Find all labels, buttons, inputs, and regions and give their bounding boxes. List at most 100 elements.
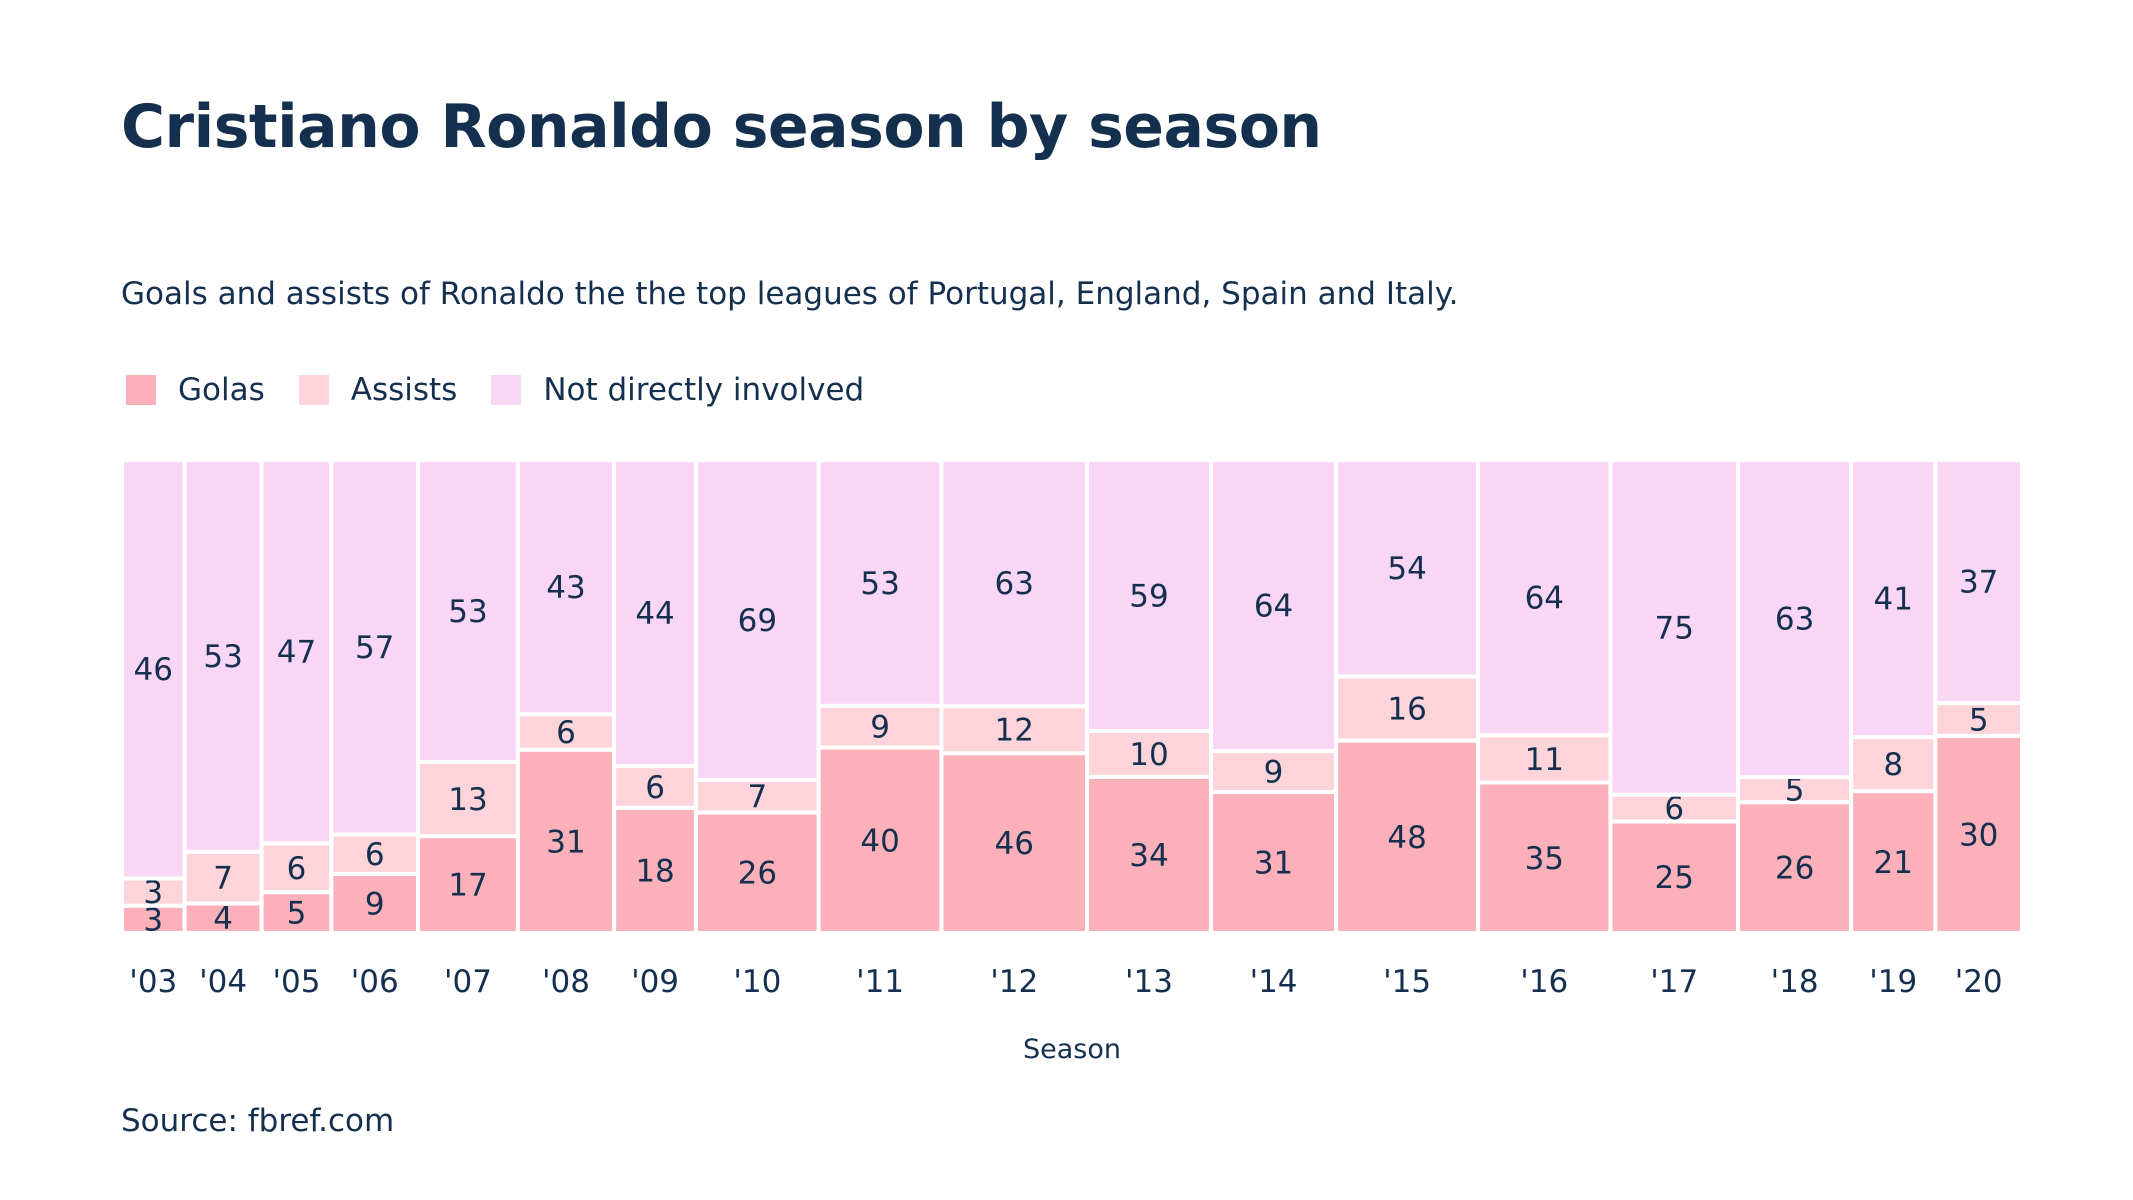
data-label-assists: 5 (1785, 773, 1805, 809)
x-tick-label: '08 (542, 964, 590, 1000)
x-tick-label: '09 (631, 964, 679, 1000)
data-label-not-involved: 75 (1655, 610, 1694, 646)
chart-subtitle: Goals and assists of Ronaldo the the top… (121, 276, 1459, 312)
x-axis-label: Season (1023, 1034, 1121, 1065)
x-tick-label: '10 (733, 964, 781, 1000)
x-tick-label: '07 (444, 964, 492, 1000)
data-label-not-involved: 41 (1874, 582, 1913, 618)
bar-segment-goals (1208, 790, 1339, 936)
data-label-assists: 13 (448, 782, 487, 818)
bar-segment-goals (1085, 774, 1213, 935)
data-label-not-involved: 64 (1525, 581, 1564, 617)
data-label-goals: 35 (1525, 841, 1564, 877)
data-label-not-involved: 44 (635, 596, 674, 632)
bar-segment-not-involved (939, 458, 1090, 709)
bar-segment-not-involved (1476, 458, 1613, 738)
bar-segment-assists (1849, 735, 1938, 794)
data-label-assists: 6 (556, 715, 576, 751)
bar-segment-goals (1608, 819, 1741, 936)
data-label-goals: 9 (365, 886, 385, 922)
data-label-assists: 6 (365, 837, 385, 873)
bar-segment-not-involved (1334, 458, 1481, 679)
data-label-goals: 34 (1129, 838, 1168, 874)
bar-segment-not-involved (1849, 458, 1938, 740)
data-label-not-involved: 63 (995, 566, 1034, 602)
data-label-assists: 10 (1129, 737, 1168, 773)
x-tick-label: '13 (1125, 964, 1173, 1000)
bar-segment-goals (1334, 738, 1481, 935)
bar-segment-assists (1085, 728, 1213, 779)
data-label-not-involved: 57 (355, 630, 394, 666)
data-label-not-involved: 63 (1775, 602, 1814, 638)
bar-segment-not-involved (1736, 458, 1854, 780)
data-label-goals: 5 (287, 896, 307, 932)
legend-swatch-goals (126, 375, 156, 405)
data-label-not-involved: 69 (738, 603, 777, 639)
data-label-assists: 5 (1969, 702, 1989, 738)
data-label-not-involved: 53 (860, 566, 899, 602)
bar-segment-not-involved (1085, 458, 1213, 733)
data-label-not-involved: 37 (1959, 565, 1998, 601)
data-label-assists: 7 (213, 861, 233, 897)
x-tick-label: '03 (129, 964, 177, 1000)
data-label-goals: 3 (143, 902, 163, 938)
data-label-not-involved: 53 (448, 594, 487, 630)
data-label-assists: 9 (870, 710, 890, 746)
bar-segment-goals (416, 834, 520, 935)
chart-title: Cristiano Ronaldo season by season (121, 92, 1322, 162)
bar-segment-not-involved (693, 458, 821, 782)
legend-label-assists: Assists (350, 372, 458, 408)
legend-label-not-involved: Not directly involved (543, 372, 865, 408)
bar-segment-not-involved (182, 458, 264, 854)
bar-segment-goals (515, 747, 617, 936)
x-tick-label: '06 (351, 964, 399, 1000)
data-label-assists: 6 (645, 770, 665, 806)
data-label-not-involved: 59 (1129, 578, 1168, 614)
legend-item-goals[interactable]: Golas (126, 372, 265, 408)
bar-segment-goals (1476, 780, 1613, 935)
data-label-goals: 31 (546, 824, 585, 860)
x-tick-label: '18 (1771, 964, 1819, 1000)
legend-swatch-assists (298, 375, 329, 405)
legend-item-assists[interactable]: Assists (298, 372, 458, 408)
x-tick-label: '04 (199, 964, 247, 1000)
data-label-goals: 31 (1254, 846, 1293, 882)
data-label-assists: 6 (1664, 791, 1684, 827)
data-label-assists: 8 (1883, 747, 1903, 783)
data-label-not-involved: 53 (203, 639, 242, 675)
data-label-assists: 16 (1387, 692, 1426, 728)
data-label-not-involved: 47 (277, 635, 316, 671)
bar-segment-not-involved (1608, 458, 1741, 797)
data-label-goals: 48 (1387, 820, 1426, 856)
legend-label-goals: Golas (178, 372, 265, 408)
bar-segment-goals (693, 810, 821, 936)
data-label-goals: 40 (860, 823, 899, 859)
x-tick-label: '12 (990, 964, 1038, 1000)
bar-segment-not-involved (612, 458, 698, 769)
data-label-assists: 6 (287, 851, 307, 887)
data-label-goals: 21 (1874, 845, 1913, 881)
data-label-assists: 11 (1525, 742, 1564, 778)
data-label-goals: 25 (1655, 860, 1694, 896)
data-label-not-involved: 46 (134, 652, 173, 688)
bar-segment-not-involved (1933, 458, 2025, 706)
bar-segment-not-involved (1208, 458, 1339, 754)
source-note: Source: fbref.com (121, 1103, 395, 1139)
data-label-goals: 18 (635, 853, 674, 889)
data-label-not-involved: 64 (1254, 589, 1293, 625)
data-label-goals: 30 (1959, 817, 1998, 853)
legend-item-not-involved[interactable]: Not directly involved (491, 372, 864, 408)
x-tick-label: '11 (856, 964, 904, 1000)
data-label-not-involved: 54 (1387, 551, 1426, 587)
data-label-assists: 12 (995, 713, 1034, 749)
data-label-assists: 9 (1264, 755, 1284, 791)
data-label-goals: 4 (213, 901, 233, 937)
data-label-goals: 26 (1775, 851, 1814, 887)
bar-segment-assists (515, 712, 617, 752)
data-label-assists: 3 (143, 875, 163, 911)
x-tick-label: '17 (1650, 964, 1698, 1000)
x-tick-label: '15 (1383, 964, 1431, 1000)
bar-segment-goals (120, 903, 187, 936)
data-label-goals: 17 (448, 868, 487, 904)
bar-segment-not-involved (416, 458, 520, 765)
